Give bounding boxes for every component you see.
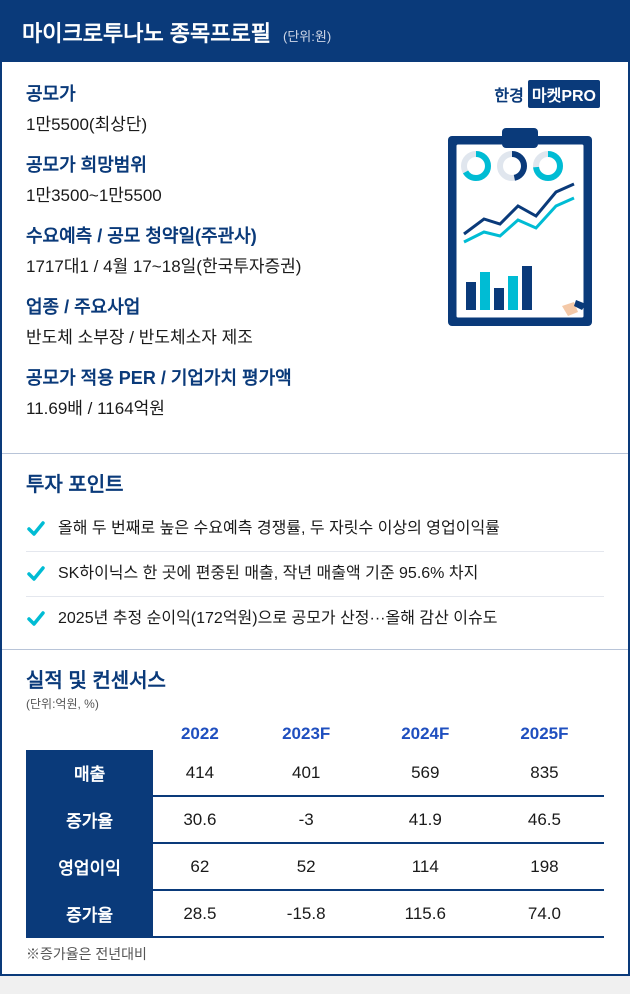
point-text: SK하이닉스 한 곳에 편중된 매출, 작년 매출액 기준 95.6% 차지 (58, 562, 478, 586)
table-corner (26, 718, 153, 750)
point-text: 2025년 추정 순이익(172억원)으로 공모가 산정···올해 감산 이슈도 (58, 607, 497, 631)
table-year-header: 2023F (247, 718, 366, 750)
header-unit: (단위:원) (283, 26, 331, 45)
table-cell: 62 (153, 843, 246, 890)
table-year-header: 2024F (366, 718, 485, 750)
check-icon (26, 609, 46, 629)
header-title: 마이크로투나노 종목프로필 (22, 16, 271, 48)
table-cell: 30.6 (153, 796, 246, 843)
brand-text: 한경 (494, 82, 523, 106)
profile-card: 마이크로투나노 종목프로필 (단위:원) 한경 마켓PRO (0, 0, 630, 976)
table-footnote: ※증가율은 전년대비 (26, 944, 604, 964)
clipboard-illustration-icon (440, 124, 600, 334)
table-cell: 115.6 (366, 890, 485, 937)
table-row-label: 매출 (26, 750, 153, 796)
table-row: 영업이익6252114198 (26, 843, 604, 890)
point-item: 2025년 추정 순이익(172억원)으로 공모가 산정···올해 감산 이슈도 (26, 597, 604, 641)
table-row: 증가율28.5-15.8115.674.0 (26, 890, 604, 937)
table-cell: 114 (366, 843, 485, 890)
table-cell: 835 (485, 750, 604, 796)
table-cell: 41.9 (366, 796, 485, 843)
table-cell: 52 (247, 843, 366, 890)
table-year-header: 2022 (153, 718, 246, 750)
table-cell: 414 (153, 750, 246, 796)
table-row: 매출414401569835 (26, 750, 604, 796)
table-cell: 46.5 (485, 796, 604, 843)
table-row-label: 증가율 (26, 796, 153, 843)
profile-section: 한경 마켓PRO (2, 62, 628, 454)
consensus-table: 20222023F2024F2025F 매출414401569835증가율30.… (26, 718, 604, 938)
check-icon (26, 564, 46, 584)
investment-points-section: 투자 포인트 올해 두 번째로 높은 수요예측 경쟁률, 두 자릿수 이상의 영… (2, 454, 628, 650)
table-cell: 74.0 (485, 890, 604, 937)
table-year-header: 2025F (485, 718, 604, 750)
table-cell: 401 (247, 750, 366, 796)
table-unit: (단위:억원, %) (26, 695, 604, 712)
card-header: 마이크로투나노 종목프로필 (단위:원) (2, 2, 628, 62)
table-title: 실적 및 컨센서스 (26, 664, 604, 693)
consensus-table-section: 실적 및 컨센서스 (단위:억원, %) 20222023F2024F2025F… (2, 650, 628, 974)
table-cell: 569 (366, 750, 485, 796)
table-cell: 198 (485, 843, 604, 890)
point-item: SK하이닉스 한 곳에 편중된 매출, 작년 매출액 기준 95.6% 차지 (26, 552, 604, 597)
point-item: 올해 두 번째로 높은 수요예측 경쟁률, 두 자릿수 이상의 영업이익률 (26, 507, 604, 552)
profile-label: 공모가 적용 PER / 기업가치 평가액 (26, 364, 604, 390)
table-row-label: 증가율 (26, 890, 153, 937)
brand-box: 마켓PRO (528, 80, 600, 108)
table-cell: -15.8 (247, 890, 366, 937)
brand-logo: 한경 마켓PRO (494, 80, 600, 108)
table-row-label: 영업이익 (26, 843, 153, 890)
table-cell: -3 (247, 796, 366, 843)
profile-row: 공모가 적용 PER / 기업가치 평가액 11.69배 / 1164억원 (26, 364, 604, 419)
table-cell: 28.5 (153, 890, 246, 937)
points-title: 투자 포인트 (26, 468, 604, 497)
table-row: 증가율30.6-341.946.5 (26, 796, 604, 843)
check-icon (26, 519, 46, 539)
point-text: 올해 두 번째로 높은 수요예측 경쟁률, 두 자릿수 이상의 영업이익률 (58, 517, 500, 541)
profile-value: 11.69배 / 1164억원 (26, 394, 604, 419)
